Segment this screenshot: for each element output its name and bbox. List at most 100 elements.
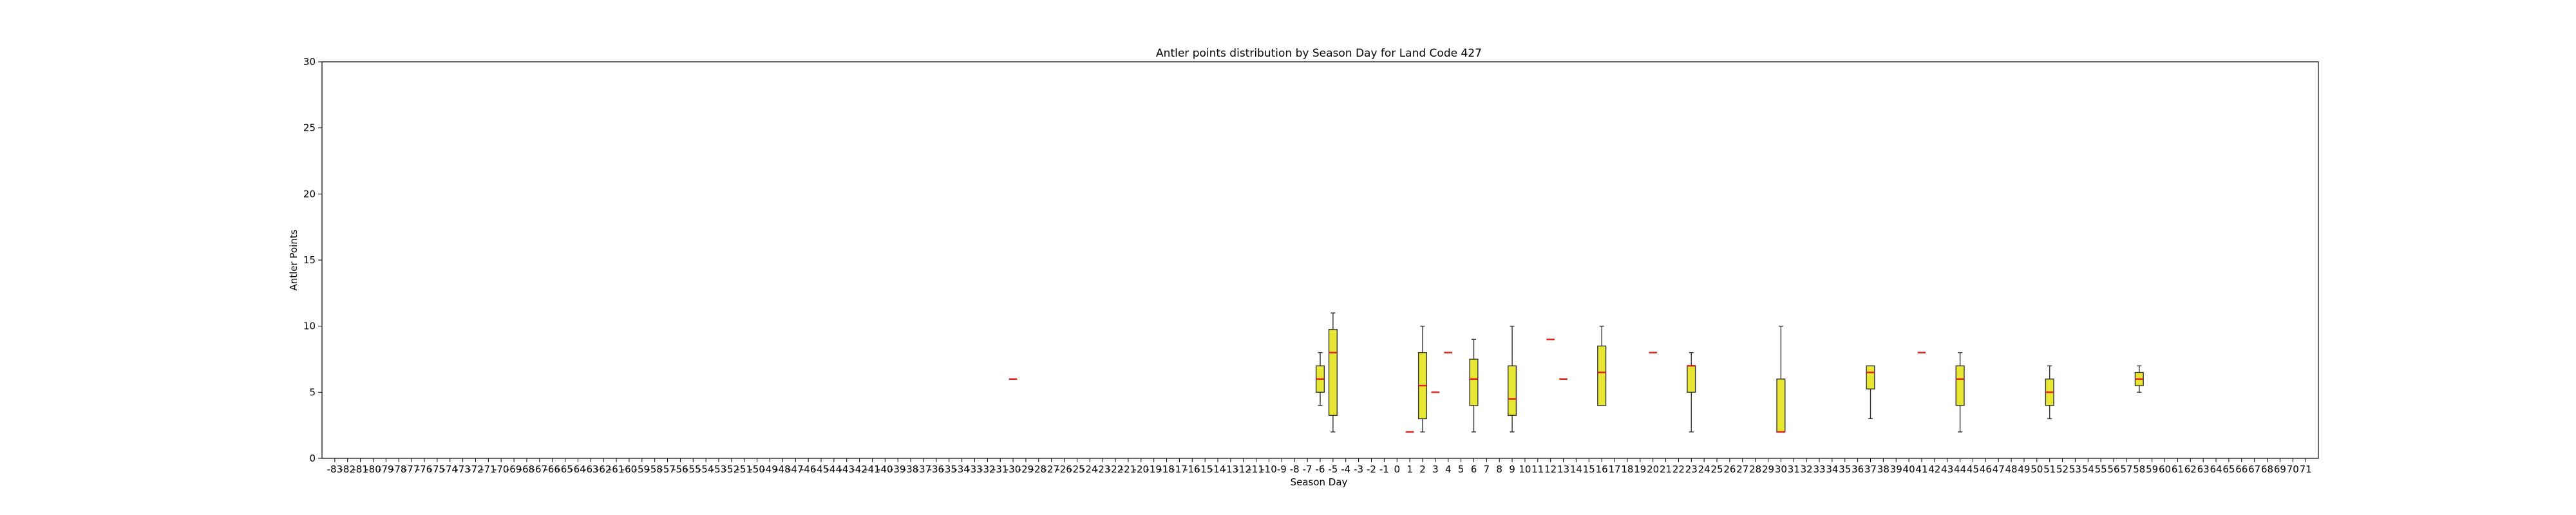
- x-axis-ticks: -83-82-81-80-79-78-77-76-75-74-73-72-71-…: [327, 458, 2312, 475]
- x-tick-label: 62: [2184, 464, 2197, 475]
- x-tick-label: -21: [1121, 464, 1137, 475]
- y-axis-ticks: 0 5 10 15 20 25 30: [303, 56, 322, 464]
- x-tick-label: 16: [1596, 464, 1608, 475]
- x-tick-label: 33: [1813, 464, 1825, 475]
- y-axis-label: Antler Points: [288, 229, 299, 290]
- x-tick-label: 26: [1723, 464, 1736, 475]
- box-day-37: [1866, 365, 1875, 420]
- iqr-box: [1597, 345, 1607, 406]
- x-tick-label: 42: [1928, 464, 1940, 475]
- x-tick-label: 5: [1458, 464, 1464, 475]
- y-tick-label: 5: [309, 386, 316, 398]
- x-tick-label: -45: [813, 464, 829, 475]
- x-tick-label: 47: [1993, 464, 2005, 475]
- x-tick-label: -72: [468, 464, 484, 475]
- box-day-9: [1508, 325, 1517, 433]
- iqr-box: [1776, 379, 1786, 433]
- x-tick-label: -70: [493, 464, 509, 475]
- x-tick-label: 15: [1583, 464, 1595, 475]
- x-tick-label: -81: [352, 464, 368, 475]
- x-tick-label: -74: [442, 464, 458, 475]
- x-tick-label: -73: [455, 464, 471, 475]
- x-tick-label: 54: [2082, 464, 2094, 475]
- x-tick-label: -26: [1056, 464, 1072, 475]
- iqr-box: [1328, 329, 1338, 416]
- x-tick-label: -24: [1082, 464, 1098, 475]
- x-tick-label: 31: [1788, 464, 1800, 475]
- x-tick-label: 4: [1445, 464, 1452, 475]
- x-tick-label: 63: [2197, 464, 2210, 475]
- x-tick-label: 6: [1471, 464, 1477, 475]
- x-tick-label: 30: [1775, 464, 1787, 475]
- x-tick-label: -3: [1354, 464, 1363, 475]
- x-tick-label: -15: [1197, 464, 1213, 475]
- x-axis-label: Season Day: [1291, 476, 1348, 488]
- x-tick-label: 10: [1519, 464, 1531, 475]
- x-tick-label: -10: [1261, 464, 1277, 475]
- x-tick-label: 32: [1801, 464, 1813, 475]
- y-tick-label: 10: [303, 321, 316, 332]
- x-tick-label: -33: [967, 464, 983, 475]
- x-tick-label: 60: [2159, 464, 2171, 475]
- x-tick-label: 37: [1864, 464, 1877, 475]
- x-tick-label: 51: [2043, 464, 2056, 475]
- x-tick-label: 25: [1710, 464, 1723, 475]
- x-tick-label: 70: [2287, 464, 2299, 475]
- iqr-box: [1866, 365, 1875, 389]
- y-tick-label: 25: [303, 122, 316, 134]
- box-day-23: [1687, 352, 1696, 433]
- x-tick-label: 55: [2095, 464, 2107, 475]
- x-tick-label: -59: [634, 464, 650, 475]
- y-tick-label: 15: [303, 254, 316, 266]
- iqr-box: [1687, 365, 1696, 393]
- x-tick-label: -17: [1171, 464, 1188, 475]
- x-tick-label: -30: [1005, 464, 1021, 475]
- x-tick-label: -47: [788, 464, 804, 475]
- x-tick-label: -28: [1031, 464, 1047, 475]
- x-tick-label: 48: [2005, 464, 2018, 475]
- x-tick-label: 56: [2108, 464, 2120, 475]
- x-tick-label: -51: [737, 464, 753, 475]
- box-day-16: [1597, 325, 1607, 406]
- x-tick-label: -65: [557, 464, 573, 475]
- x-tick-label: 71: [2300, 464, 2312, 475]
- x-tick-label: -68: [519, 464, 535, 475]
- x-tick-label: -63: [583, 464, 599, 475]
- x-tick-label: -43: [838, 464, 855, 475]
- x-tick-label: 29: [1762, 464, 1774, 475]
- x-tick-label: -58: [647, 464, 663, 475]
- x-tick-label: -20: [1133, 464, 1150, 475]
- x-tick-label: 49: [2018, 464, 2030, 475]
- x-tick-label: -14: [1210, 464, 1226, 475]
- box-day--6: [1315, 352, 1325, 406]
- x-tick-label: -62: [596, 464, 612, 475]
- x-tick-label: -16: [1184, 464, 1200, 475]
- x-tick-label: 38: [1877, 464, 1889, 475]
- boxes-layer: [1009, 312, 2144, 433]
- x-tick-label: 46: [1980, 464, 1992, 475]
- x-tick-label: 19: [1634, 464, 1646, 475]
- x-tick-label: -67: [532, 464, 548, 475]
- x-tick-label: 50: [2031, 464, 2043, 475]
- x-tick-label: 23: [1685, 464, 1698, 475]
- x-tick-label: -29: [1018, 464, 1034, 475]
- x-tick-label: -79: [378, 464, 394, 475]
- x-tick-label: -40: [877, 464, 893, 475]
- box-day-6: [1469, 339, 1479, 433]
- x-tick-label: -61: [609, 464, 625, 475]
- x-tick-label: 35: [1839, 464, 1851, 475]
- chart-title: Antler points distribution by Season Day…: [1156, 47, 1482, 60]
- x-tick-label: 9: [1509, 464, 1515, 475]
- x-tick-label: -60: [621, 464, 638, 475]
- box-day-58: [2134, 365, 2144, 393]
- x-tick-label: -8: [1290, 464, 1300, 475]
- x-tick-label: 59: [2146, 464, 2158, 475]
- x-tick-label: -83: [327, 464, 343, 475]
- x-tick-label: 67: [2248, 464, 2260, 475]
- x-tick-label: -80: [365, 464, 381, 475]
- x-tick-label: 64: [2210, 464, 2222, 475]
- x-tick-label: 18: [1621, 464, 1633, 475]
- x-tick-label: 43: [1941, 464, 1953, 475]
- x-tick-label: 44: [1954, 464, 1966, 475]
